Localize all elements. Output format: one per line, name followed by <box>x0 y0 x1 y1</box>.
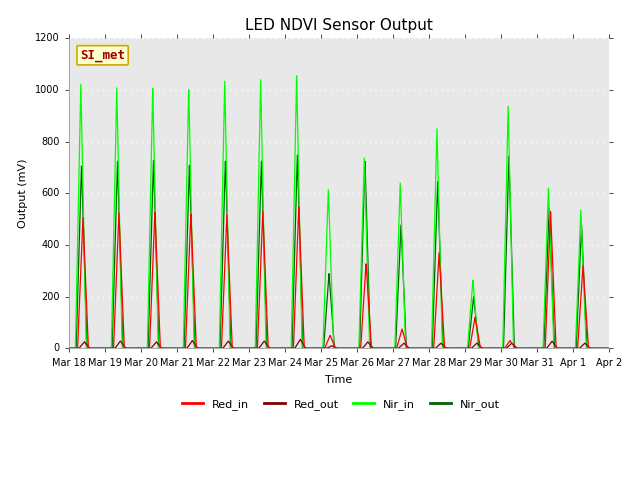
Title: LED NDVI Sensor Output: LED NDVI Sensor Output <box>245 18 433 33</box>
Y-axis label: Output (mV): Output (mV) <box>18 158 28 228</box>
Legend: Red_in, Red_out, Nir_in, Nir_out: Red_in, Red_out, Nir_in, Nir_out <box>174 394 504 414</box>
X-axis label: Time: Time <box>326 375 353 385</box>
Text: SI_met: SI_met <box>80 49 125 62</box>
